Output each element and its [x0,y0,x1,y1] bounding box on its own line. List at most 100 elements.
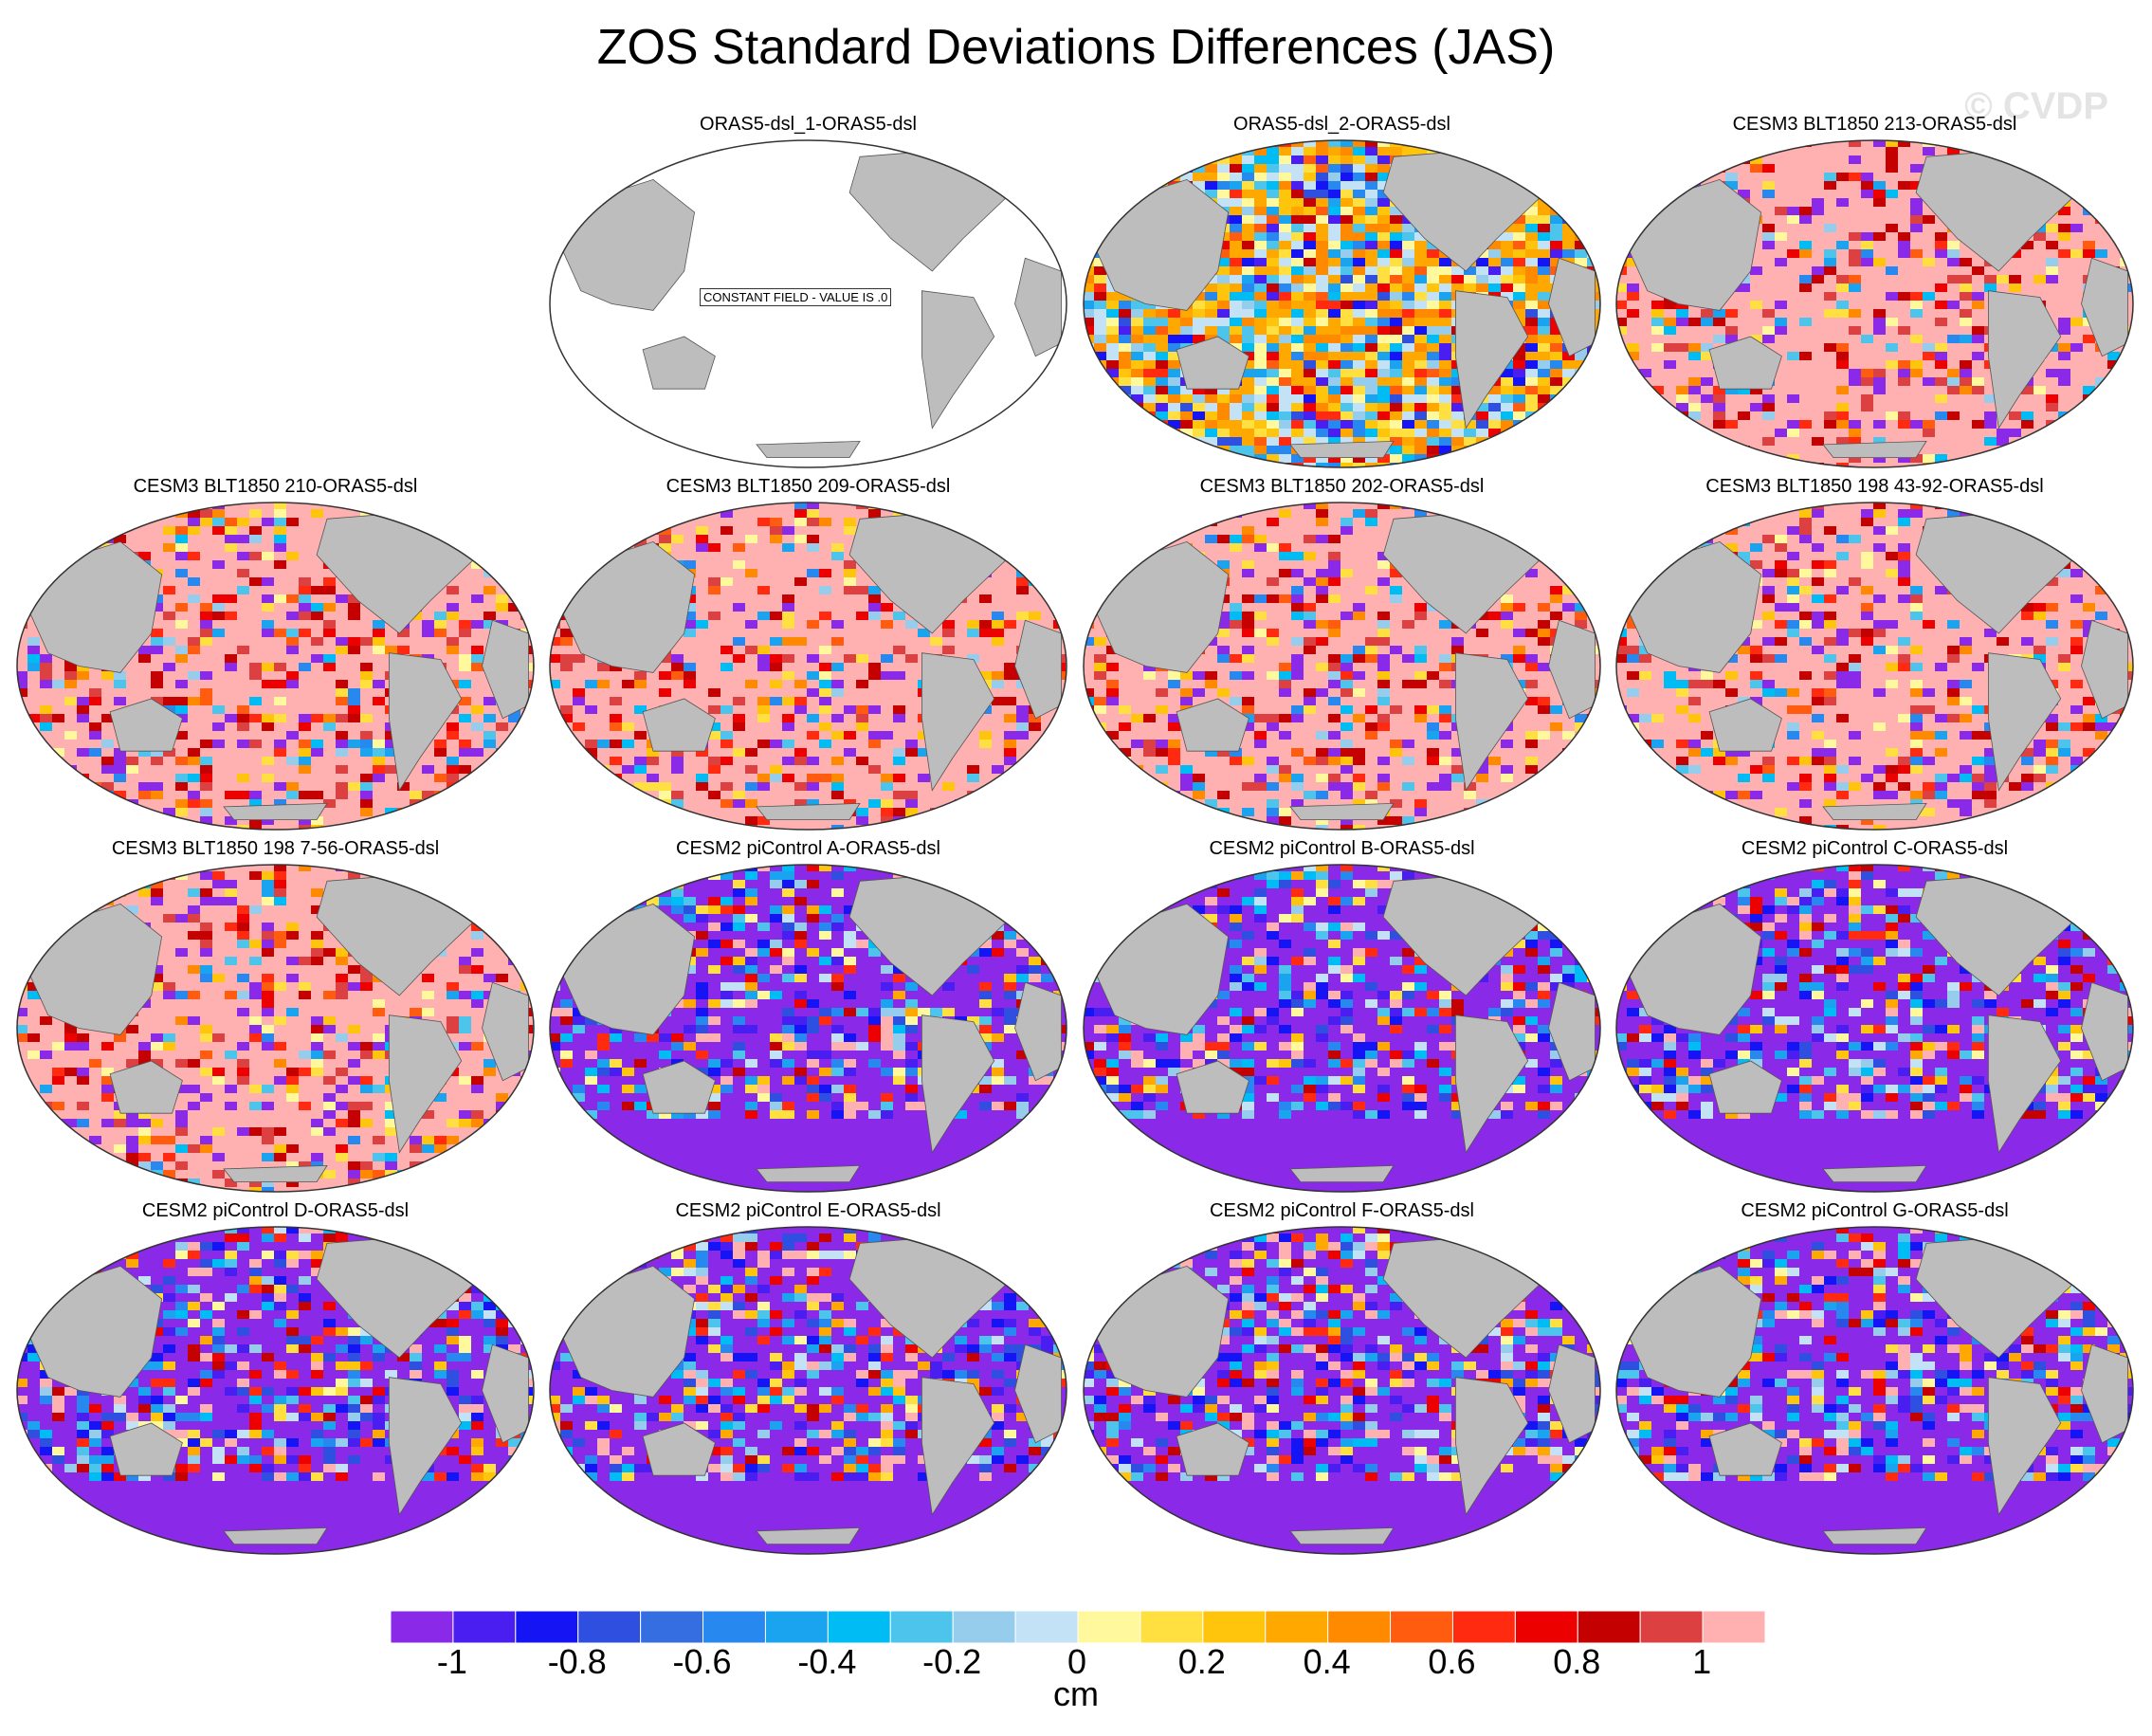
colorbar-segment [577,1610,642,1644]
landmass [388,1014,463,1154]
landmass [1708,336,1782,390]
landmass [921,652,995,792]
watermark: © CVDP [1964,85,2108,128]
colorbar-tick-label: 0 [1030,1642,1124,1682]
map-border [1615,864,2134,1193]
map-border [16,1226,535,1555]
landmass [223,1526,328,1545]
colorbar-segment [1577,1610,1641,1644]
landmass [1289,802,1395,821]
map-border [549,139,1067,468]
panel-title: CESM3 BLT1850 210-ORAS5-dsl [10,476,541,498]
panel-title: ORAS5-dsl_2-ORAS5-dsl [1077,114,1608,136]
landmass [1014,619,1062,720]
colorbar-segment [452,1610,517,1644]
panel-title: CESM3 BLT1850 202-ORAS5-dsl [1077,476,1608,498]
landmass [1708,1060,1782,1114]
map-border [1083,139,1601,468]
landmass [1176,336,1249,390]
panel-title: CESM3 BLT1850 198 7-56-ORAS5-dsl [10,838,541,860]
landmass [1822,1526,1927,1545]
landmass [1454,1377,1529,1516]
landmass [1987,1014,2062,1154]
landmass [1548,257,1596,357]
panel-title: ORAS5-dsl_1-ORAS5-dsl [543,114,1074,136]
map-border [1083,1226,1601,1555]
landmass [109,698,183,752]
colorbar-segment [1140,1610,1204,1644]
landmass [223,1164,328,1183]
panel-title: CESM2 piControl B-ORAS5-dsl [1077,838,1608,860]
map-panel-15 [1615,1226,2134,1555]
figure-title: ZOS Standard Deviations Differences (JAS… [0,19,2152,76]
map-border [549,864,1067,1193]
colorbar-segment [1077,1610,1141,1644]
landmass [1014,981,1062,1082]
colorbar-tick-label: 1 [1654,1642,1749,1682]
landmass [1014,1343,1062,1444]
map-border [1615,502,2134,831]
colorbar-segment [1327,1610,1392,1644]
landmass [2081,1343,2128,1444]
landmass [223,802,328,821]
colorbar-segment [827,1610,891,1644]
colorbar-tick-label: -1 [405,1642,500,1682]
landmass [1822,1164,1927,1183]
landmass [1454,652,1529,792]
landmass [1548,1343,1596,1444]
colorbar-segment [1265,1610,1329,1644]
colorbar-tick-label: 0.4 [1280,1642,1375,1682]
landmass [756,802,861,821]
colorbar-segment [764,1610,829,1644]
landmass [482,981,529,1082]
landmass [1176,1060,1249,1114]
landmass [1289,1526,1395,1545]
colorbar-svg [390,1610,1766,1644]
colorbar-segment [1390,1610,1453,1644]
map-panel-13 [549,1226,1067,1555]
colorbar-segment [1202,1610,1267,1644]
landmass [1548,619,1596,720]
map-border [1615,139,2134,468]
colorbar-tick-label: -0.6 [655,1642,750,1682]
panel-title: CESM2 piControl D-ORAS5-dsl [10,1200,541,1222]
landmass [2081,619,2128,720]
colorbar-segment [515,1610,579,1644]
landmass [1289,1164,1395,1183]
map-panel-11 [1615,864,2134,1193]
landmass [1822,802,1927,821]
map-panel-8 [16,864,535,1193]
map-panel-2 [1083,139,1601,468]
landmass [1708,1422,1782,1476]
colorbar-segment [889,1610,954,1644]
map-panel-4 [16,502,535,831]
map-border [549,502,1067,831]
landmass [1454,290,1529,429]
landmass [1822,440,1927,459]
landmass [756,440,861,459]
landmass [1987,290,2062,429]
landmass [2081,981,2128,1082]
landmass [482,619,529,720]
map-border [1615,1226,2134,1555]
colorbar-segment [1451,1610,1516,1644]
colorbar-tick-label: 0.8 [1529,1642,1624,1682]
map-border [16,864,535,1193]
landmass [2081,257,2128,357]
map-border [1083,502,1601,831]
panel-title: CESM2 piControl E-ORAS5-dsl [543,1200,1074,1222]
map-border [1083,864,1601,1193]
map-panel-12 [16,1226,535,1555]
colorbar-tick-label: -0.4 [779,1642,874,1682]
panel-title: CESM3 BLT1850 209-ORAS5-dsl [543,476,1074,498]
map-panel-10 [1083,864,1601,1193]
map-panel-5 [549,502,1067,831]
panel-title: CESM2 piControl G-ORAS5-dsl [1610,1200,2141,1222]
landmass [1987,652,2062,792]
panel-title: CESM3 BLT1850 198 43-92-ORAS5-dsl [1610,476,2141,498]
panel-title: CESM2 piControl F-ORAS5-dsl [1077,1200,1608,1222]
map-panel-7 [1615,502,2134,831]
landmass [1987,1377,2062,1516]
colorbar-tick-label: 0.6 [1404,1642,1499,1682]
colorbar-segment [1014,1610,1079,1644]
